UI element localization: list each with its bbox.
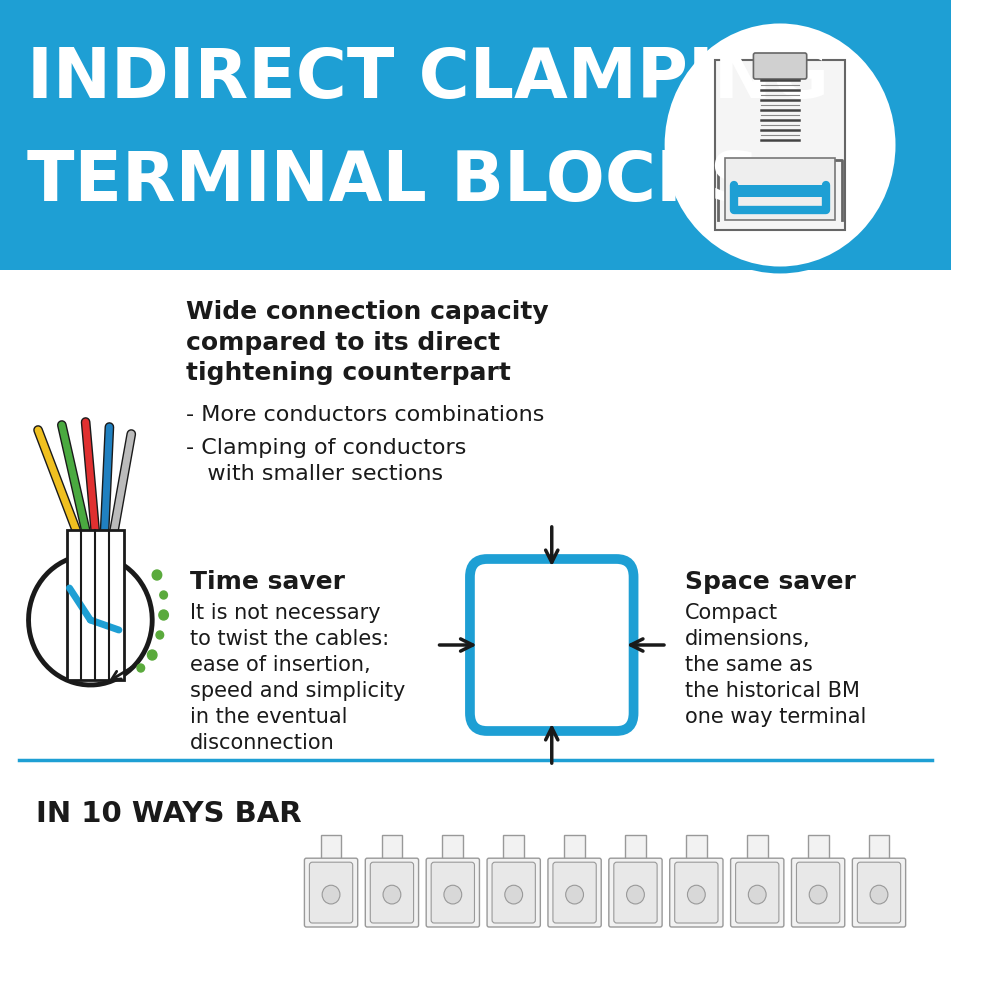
Circle shape bbox=[156, 631, 164, 639]
Text: Compact
dimensions,
the same as
the historical BM
one way terminal: Compact dimensions, the same as the hist… bbox=[685, 603, 866, 727]
Bar bbox=[725, 158, 835, 220]
Bar bbox=[747, 835, 768, 860]
FancyBboxPatch shape bbox=[431, 862, 474, 923]
FancyBboxPatch shape bbox=[370, 862, 414, 923]
FancyBboxPatch shape bbox=[548, 858, 601, 927]
Text: - More conductors combinations: - More conductors combinations bbox=[186, 405, 544, 425]
Bar bbox=[321, 835, 341, 860]
FancyBboxPatch shape bbox=[852, 858, 906, 927]
Bar bbox=[564, 835, 585, 860]
Circle shape bbox=[160, 591, 167, 599]
Text: Space saver: Space saver bbox=[685, 570, 856, 594]
FancyBboxPatch shape bbox=[426, 858, 479, 927]
Text: Wide connection capacity
compared to its direct
tightening counterpart: Wide connection capacity compared to its… bbox=[186, 300, 548, 385]
FancyBboxPatch shape bbox=[492, 862, 535, 923]
Circle shape bbox=[687, 885, 705, 904]
Circle shape bbox=[444, 885, 462, 904]
FancyBboxPatch shape bbox=[675, 862, 718, 923]
Circle shape bbox=[870, 885, 888, 904]
Circle shape bbox=[505, 885, 523, 904]
FancyBboxPatch shape bbox=[791, 858, 845, 927]
Text: It is not necessary
to twist the cables:
ease of insertion,
speed and simplicity: It is not necessary to twist the cables:… bbox=[190, 603, 406, 753]
FancyBboxPatch shape bbox=[304, 858, 358, 927]
FancyBboxPatch shape bbox=[736, 862, 779, 923]
FancyBboxPatch shape bbox=[796, 862, 840, 923]
Bar bbox=[67, 530, 124, 680]
Bar bbox=[442, 835, 463, 860]
Bar bbox=[625, 835, 646, 860]
FancyBboxPatch shape bbox=[857, 862, 901, 923]
FancyBboxPatch shape bbox=[614, 862, 657, 923]
Text: Time saver: Time saver bbox=[190, 570, 345, 594]
Bar bbox=[0, 0, 951, 270]
FancyBboxPatch shape bbox=[365, 858, 419, 927]
Circle shape bbox=[147, 650, 157, 660]
Circle shape bbox=[661, 20, 899, 270]
Bar bbox=[503, 835, 524, 860]
Bar bbox=[808, 835, 829, 860]
Bar bbox=[734, 185, 826, 197]
FancyBboxPatch shape bbox=[753, 53, 807, 79]
FancyBboxPatch shape bbox=[670, 858, 723, 927]
Circle shape bbox=[809, 885, 827, 904]
FancyBboxPatch shape bbox=[487, 858, 540, 927]
FancyBboxPatch shape bbox=[470, 559, 634, 731]
Circle shape bbox=[322, 885, 340, 904]
Circle shape bbox=[152, 570, 162, 580]
FancyBboxPatch shape bbox=[731, 858, 784, 927]
Bar bbox=[715, 60, 845, 230]
Circle shape bbox=[627, 885, 644, 904]
Circle shape bbox=[383, 885, 401, 904]
Circle shape bbox=[748, 885, 766, 904]
FancyBboxPatch shape bbox=[309, 862, 353, 923]
Circle shape bbox=[159, 610, 168, 620]
Text: - Clamping of conductors
   with smaller sections: - Clamping of conductors with smaller se… bbox=[186, 438, 466, 484]
FancyBboxPatch shape bbox=[553, 862, 596, 923]
Circle shape bbox=[566, 885, 583, 904]
Bar bbox=[686, 835, 707, 860]
Bar bbox=[0, 270, 951, 1000]
Text: TERMINAL BLOCKS: TERMINAL BLOCKS bbox=[27, 148, 760, 215]
FancyBboxPatch shape bbox=[609, 858, 662, 927]
Circle shape bbox=[137, 664, 145, 672]
Text: INDIRECT CLAMPING: INDIRECT CLAMPING bbox=[27, 45, 829, 112]
Text: IN 10 WAYS BAR: IN 10 WAYS BAR bbox=[36, 800, 302, 828]
Bar bbox=[382, 835, 402, 860]
Bar bbox=[869, 835, 889, 860]
